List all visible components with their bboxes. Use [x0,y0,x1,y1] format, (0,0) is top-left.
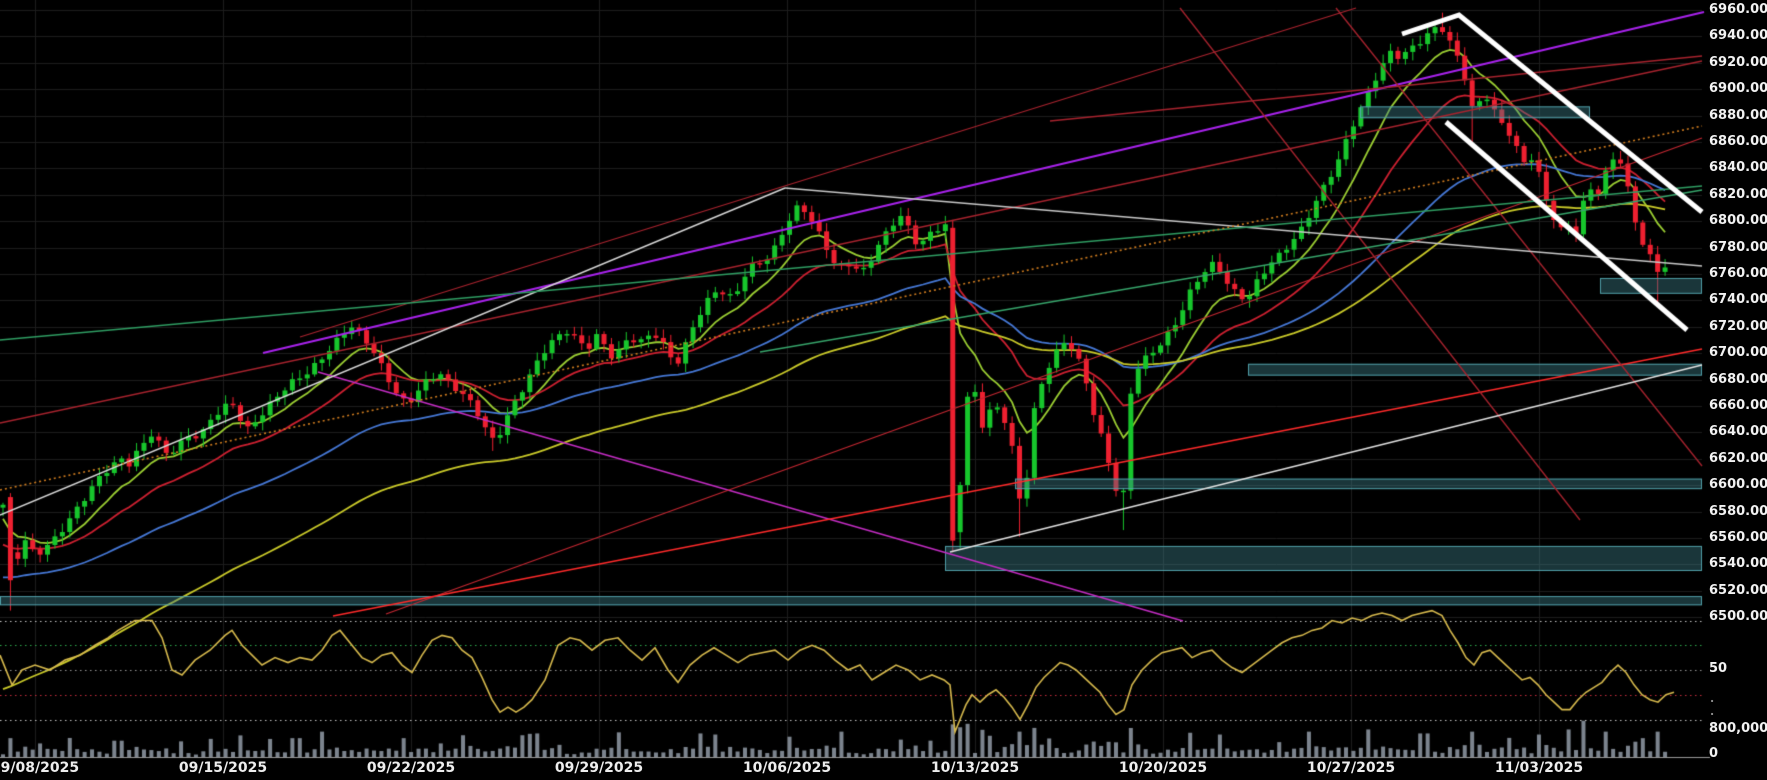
price-chart-canvas[interactable] [0,0,1767,780]
trading-chart: 6960.00 6940.00 6920.00 6900.00 6880.00 6860.… [0,0,1767,780]
